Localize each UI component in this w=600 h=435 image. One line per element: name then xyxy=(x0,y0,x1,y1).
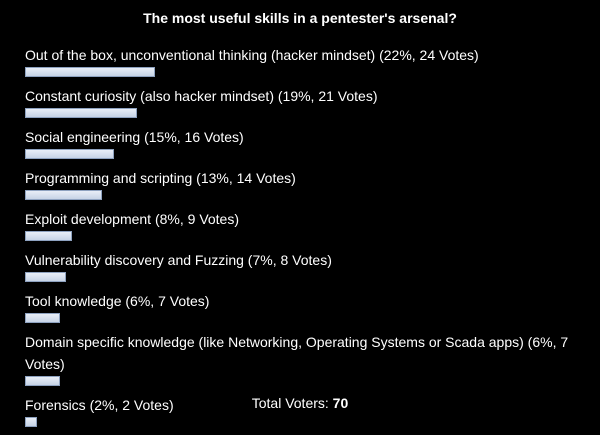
total-voters-label: Total Voters: xyxy=(251,395,329,411)
poll-option: Constant curiosity (also hacker mindset)… xyxy=(25,85,585,122)
poll-option-bar-track xyxy=(25,231,585,245)
poll-option: Programming and scripting (13%, 14 Votes… xyxy=(25,167,585,204)
poll-option: Exploit development (8%, 9 Votes) xyxy=(25,208,585,245)
poll-option-bar-track xyxy=(25,149,585,163)
poll-option-label: Domain specific knowledge (like Networki… xyxy=(25,334,569,372)
poll-option-bar-track xyxy=(25,313,585,327)
poll-option: Domain specific knowledge (like Networki… xyxy=(25,331,585,390)
poll-options: Out of the box, unconventional thinking … xyxy=(25,44,585,435)
poll-option-bar-track xyxy=(25,417,585,431)
poll-option-bar-track xyxy=(25,108,585,122)
poll-option: Tool knowledge (6%, 7 Votes) xyxy=(25,290,585,327)
poll-option-bar xyxy=(25,149,114,159)
total-voters-value: 70 xyxy=(332,395,349,411)
poll-option-label: Exploit development (8%, 9 Votes) xyxy=(25,211,240,227)
poll-option: Vulnerability discovery and Fuzzing (7%,… xyxy=(25,249,585,286)
poll-option-bar xyxy=(25,376,60,386)
poll-option-label: Out of the box, unconventional thinking … xyxy=(25,47,479,63)
total-voters: Total Voters: 70 xyxy=(0,395,600,411)
poll-option-bar xyxy=(25,67,155,77)
poll-option: Out of the box, unconventional thinking … xyxy=(25,44,585,81)
poll-title: The most useful skills in a pentester's … xyxy=(143,10,457,26)
poll-option-bar xyxy=(25,108,137,118)
poll-option-bar-track xyxy=(25,190,585,204)
poll-option-label: Vulnerability discovery and Fuzzing (7%,… xyxy=(25,252,332,268)
poll-option-bar xyxy=(25,231,72,241)
poll-option-label: Constant curiosity (also hacker mindset)… xyxy=(25,88,378,104)
poll-option-bar xyxy=(25,272,66,282)
poll-option-bar xyxy=(25,417,37,427)
poll-option-bar-track xyxy=(25,67,585,81)
poll-widget: The most useful skills in a pentester's … xyxy=(0,10,600,427)
poll-option-bar-track xyxy=(25,272,585,286)
poll-option-label: Tool knowledge (6%, 7 Votes) xyxy=(25,293,210,309)
poll-option-label: Forensics (2%, 2 Votes) xyxy=(25,397,174,413)
poll-option: Social engineering (15%, 16 Votes) xyxy=(25,126,585,163)
poll-option-bar xyxy=(25,190,102,200)
poll-option-label: Programming and scripting (13%, 14 Votes… xyxy=(25,170,296,186)
poll-option-bar-track xyxy=(25,376,585,390)
poll-option-label: Social engineering (15%, 16 Votes) xyxy=(25,129,244,145)
poll-option-bar xyxy=(25,313,60,323)
